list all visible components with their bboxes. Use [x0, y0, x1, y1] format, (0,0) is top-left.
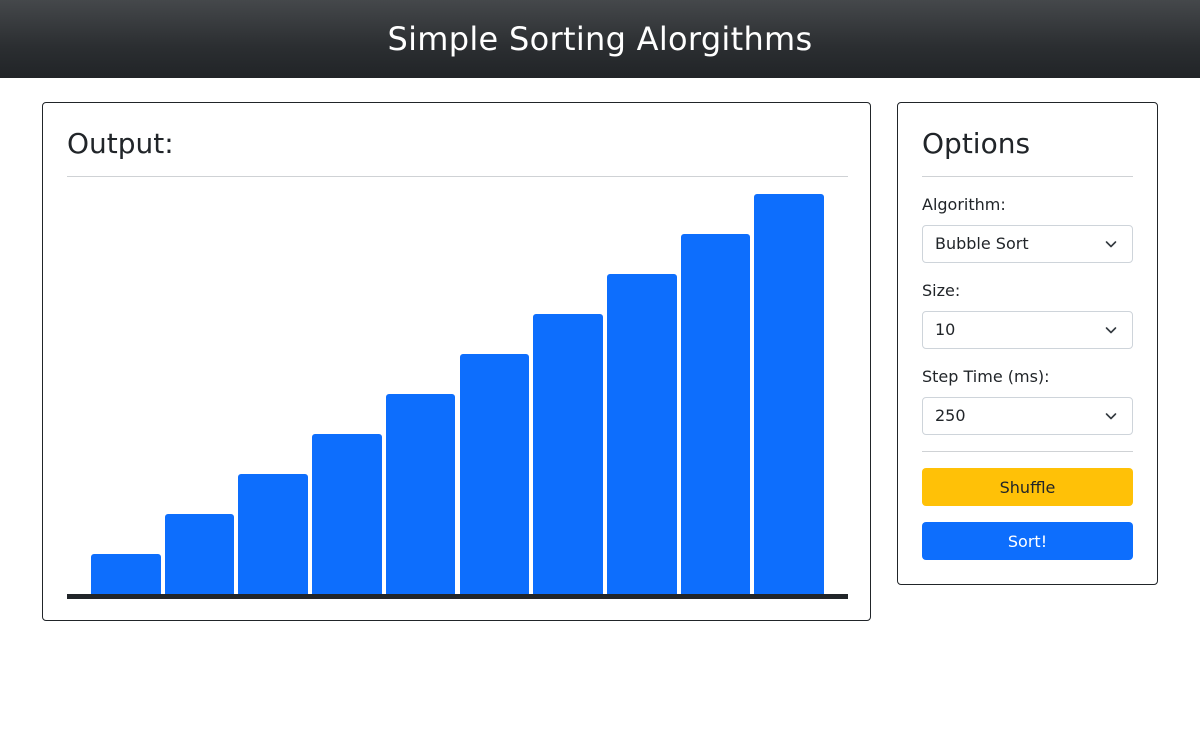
bar-1	[91, 554, 161, 594]
step-time-label: Step Time (ms):	[922, 367, 1050, 386]
step-time-select-value: 250	[935, 406, 966, 425]
size-select-value: 10	[935, 320, 956, 339]
sort-button[interactable]: Sort!	[922, 522, 1133, 560]
chevron-down-icon	[1105, 327, 1117, 334]
output-divider	[67, 176, 848, 177]
bar-8	[606, 274, 677, 594]
algorithm-select-value: Bubble Sort	[935, 234, 1029, 253]
bar-10	[754, 194, 824, 594]
bar-7	[533, 314, 603, 594]
output-title: Output:	[67, 127, 174, 160]
bar-9	[680, 234, 751, 594]
step-time-select[interactable]: 250	[922, 397, 1133, 435]
sort-visualization-chart	[67, 187, 848, 599]
options-title: Options	[922, 127, 1031, 160]
app-title: Simple Sorting Alorgithms	[387, 20, 813, 58]
buttons-divider	[922, 451, 1133, 452]
size-label: Size:	[922, 281, 961, 300]
bar-5	[385, 394, 456, 594]
bar-6	[459, 354, 530, 594]
algorithm-label: Algorithm:	[922, 195, 1006, 214]
chart-baseline	[67, 594, 848, 599]
chevron-down-icon	[1105, 241, 1117, 248]
bar-3	[238, 474, 309, 594]
size-select[interactable]: 10	[922, 311, 1133, 349]
bar-4	[312, 434, 382, 594]
shuffle-button[interactable]: Shuffle	[922, 468, 1133, 506]
app-header: Simple Sorting Alorgithms	[0, 0, 1200, 78]
options-panel: Options Algorithm: Bubble Sort Size: 10 …	[897, 102, 1158, 585]
algorithm-select[interactable]: Bubble Sort	[922, 225, 1133, 263]
output-card: Output:	[42, 102, 871, 621]
options-divider	[922, 176, 1133, 177]
chevron-down-icon	[1105, 413, 1117, 420]
bar-2	[164, 514, 235, 594]
